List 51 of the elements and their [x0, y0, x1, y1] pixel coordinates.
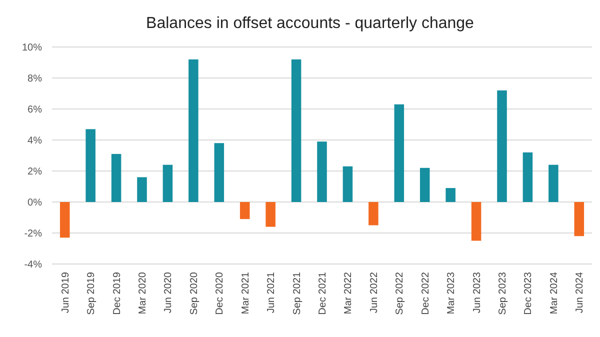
x-tick-label: Sep 2020 — [188, 272, 200, 315]
y-tick-label: -2% — [24, 228, 42, 240]
x-tick-label: Jun 2022 — [368, 272, 380, 314]
bar — [240, 202, 250, 220]
bar — [394, 104, 404, 202]
x-tick-label: Jun 2021 — [266, 272, 278, 314]
x-tick-label: Mar 2022 — [343, 272, 354, 314]
chart-title: Balances in offset accounts - quarterly change — [146, 15, 474, 32]
y-tick-label: 4% — [28, 136, 42, 146]
x-tick-label: Jun 2023 — [472, 272, 483, 314]
x-tick-label: Dec 2019 — [112, 272, 123, 315]
bar — [162, 164, 173, 202]
bar — [342, 166, 353, 202]
bar — [266, 202, 276, 227]
x-tick-label: Dec 2021 — [318, 272, 328, 315]
x-tick-label: Dec 2020 — [214, 272, 226, 315]
bar — [214, 143, 224, 202]
y-tick-label: -4% — [24, 260, 42, 270]
x-tick-label: Sep 2019 — [86, 272, 98, 315]
x-tick-label: Jun 2019 — [60, 272, 72, 314]
y-tick-label: 10% — [22, 42, 42, 54]
bar — [471, 202, 482, 241]
y-tick-label: 6% — [28, 104, 42, 116]
bar — [60, 202, 70, 238]
bar — [137, 177, 147, 202]
x-tick-label: Mar 2020 — [138, 272, 148, 314]
x-tick-label: Sep 2023 — [498, 272, 508, 315]
bar — [497, 90, 507, 202]
x-tick-label: Mar 2024 — [548, 272, 560, 314]
bar — [111, 154, 122, 202]
bar — [188, 59, 198, 202]
y-tick-label: 8% — [28, 74, 42, 84]
x-tick-label: Jun 2020 — [163, 272, 174, 314]
y-tick-label: 2% — [28, 166, 42, 178]
x-tick-label: Mar 2023 — [446, 272, 458, 314]
x-tick-label: Mar 2021 — [240, 272, 252, 314]
y-tick-label: 0% — [28, 198, 42, 208]
bar — [291, 59, 302, 202]
bar — [548, 164, 558, 202]
bar — [446, 188, 456, 202]
x-tick-label: Dec 2022 — [420, 272, 432, 315]
bar — [574, 202, 584, 236]
x-tick-label: Sep 2021 — [292, 272, 303, 315]
bar — [420, 168, 430, 202]
x-tick-label: Jun 2024 — [574, 272, 586, 314]
bar — [317, 142, 327, 202]
bar — [368, 202, 378, 226]
bar — [86, 129, 96, 202]
bar — [522, 152, 533, 202]
x-tick-label: Dec 2023 — [523, 272, 534, 315]
x-tick-label: Sep 2022 — [394, 272, 406, 315]
